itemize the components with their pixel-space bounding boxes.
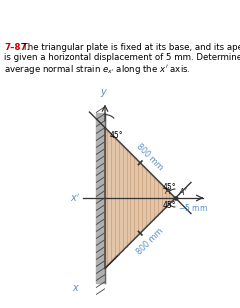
Text: average normal strain $e_{x'}$ along the $x'$ axis.: average normal strain $e_{x'}$ along the… (4, 63, 191, 76)
Text: 45°: 45° (110, 131, 124, 140)
Text: 45°: 45° (162, 201, 176, 210)
Text: $x$: $x$ (72, 283, 80, 294)
Text: $A$: $A$ (164, 185, 171, 196)
Text: $-$5 mm: $-$5 mm (178, 202, 208, 213)
Text: The triangular plate is fixed at its base, and its apex A: The triangular plate is fixed at its bas… (17, 43, 240, 52)
Text: 800 mm: 800 mm (134, 142, 164, 172)
Text: 800 mm: 800 mm (135, 226, 165, 256)
Text: $y$: $y$ (100, 87, 108, 99)
Text: $x'$: $x'$ (70, 192, 80, 204)
Bar (96, 113, 105, 283)
Text: is given a horizontal displacement of 5 mm. Determine the: is given a horizontal displacement of 5 … (4, 53, 240, 62)
Text: $A'$: $A'$ (178, 186, 188, 197)
Text: 45°: 45° (162, 183, 176, 192)
Polygon shape (105, 128, 175, 268)
Text: 7–87.: 7–87. (4, 43, 30, 52)
